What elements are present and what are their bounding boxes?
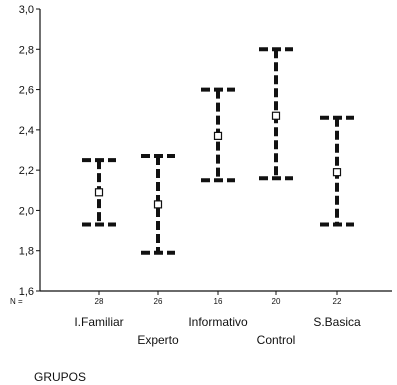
x-axis-title: GRUPOS <box>34 370 86 384</box>
n-value-label: 22 <box>333 297 342 306</box>
y-tick-label: 2,8 <box>19 44 34 56</box>
n-value-label: 26 <box>154 297 163 306</box>
error-bar <box>259 47 293 181</box>
error-bar <box>201 87 235 183</box>
y-tick-label: 2,2 <box>19 165 34 177</box>
mean-marker <box>332 168 342 177</box>
n-value-label: 20 <box>272 297 281 306</box>
y-tick-label: 1,8 <box>19 246 34 258</box>
n-value-label: 16 <box>214 297 223 306</box>
mean-marker <box>94 188 104 197</box>
error-bar <box>320 115 354 227</box>
y-tick-label: 3,0 <box>19 4 34 16</box>
mean-marker <box>213 131 223 140</box>
y-tick-label: 2,0 <box>19 205 34 217</box>
mean-marker <box>153 200 163 209</box>
y-tick-label: 1,6 <box>19 286 34 298</box>
mean-marker <box>271 111 281 120</box>
n-value-label: 28 <box>95 297 104 306</box>
error-bar <box>141 154 175 255</box>
y-tick-label: 2,4 <box>19 125 34 137</box>
category-label: I.Familiar <box>74 315 123 329</box>
error-bars <box>82 47 354 255</box>
category-label: Informativo <box>188 315 248 329</box>
category-label: Experto <box>137 333 179 347</box>
error-bar <box>82 158 116 227</box>
y-axis-ticks: 1,6 1,8 2,0 2,2 2,4 2,6 2,8 3,0 <box>19 4 40 298</box>
n-prefix-label: N = <box>10 297 23 306</box>
x-axis-labels: 28 26 16 20 22 I.Familiar Experto Informativo Co… <box>74 297 361 347</box>
category-label: S.Basica <box>313 315 361 329</box>
axes <box>39 9 392 295</box>
category-label: Control <box>257 333 296 347</box>
y-tick-label: 2,6 <box>19 85 34 97</box>
